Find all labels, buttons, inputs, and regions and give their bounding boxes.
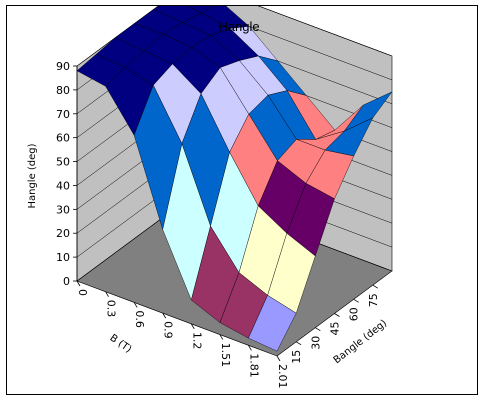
b-tick-label: 2.01 (276, 364, 289, 389)
b-tick-label: 0.3 (105, 300, 118, 318)
b-tick-label: 0 (76, 289, 89, 296)
z-tick-label: 40 (56, 179, 70, 192)
bangle-tick-label: 60 (348, 307, 361, 321)
bangle-tick-mark (353, 298, 359, 303)
chart-frame: 0 10 20 30 40 50 60 70 80 90 0 0.3 0.6 0.9 1.2 1.51 1.81… (6, 5, 478, 395)
axes: 0 10 20 30 40 50 60 70 80 90 0 0.3 0.6 0.9 1.2 1.51 1.81… (56, 60, 380, 389)
bangle-tick-label: 45 (329, 322, 342, 336)
surface-chart: 0 10 20 30 40 50 60 70 80 90 0 0.3 0.6 0.9 1.2 1.51 1.81… (27, 6, 393, 389)
b-tick-label: 1.2 (190, 332, 203, 350)
b-tick-mark (219, 334, 224, 340)
z-tick-label: 60 (56, 132, 70, 145)
bangle-tick-label: 75 (367, 293, 380, 307)
bangle-tick-mark (372, 284, 379, 289)
surface-mesh (76, 6, 393, 352)
z-tick-label: 50 (56, 156, 70, 169)
b-tick-mark (133, 302, 138, 308)
b-tick-mark (162, 312, 167, 319)
bangle-tick-mark (334, 313, 340, 317)
surface-patch (248, 295, 297, 352)
b-tick-mark (190, 323, 195, 330)
z-tick-label: 30 (56, 203, 70, 216)
b-tick-mark (248, 345, 252, 351)
b-tick-label: 0.6 (133, 310, 146, 328)
b-tick-label: 0.9 (162, 321, 175, 339)
chart-title: Hangle (218, 19, 259, 34)
z-tick-label: 10 (56, 251, 70, 264)
b-tick-mark (105, 291, 109, 297)
bangle-tick-label: 30 (309, 336, 322, 350)
z-tick-label: 80 (56, 84, 70, 97)
b-tick-label: 1.81 (247, 353, 260, 378)
bangle-tick-mark (315, 327, 321, 332)
bangle-tick-mark (295, 341, 302, 346)
b-tick-label: 1.51 (219, 343, 232, 368)
b-tick-mark (276, 355, 281, 362)
z-tick-label: 20 (56, 227, 70, 240)
b-tick-mark (76, 280, 81, 287)
z-axis-label: Hangle (deg) (27, 143, 38, 208)
z-tick-label: 70 (56, 108, 70, 121)
bangle-tick-label: 15 (290, 350, 303, 364)
x-axis-label: B (T) (107, 333, 133, 356)
z-tick-label: 0 (63, 275, 70, 288)
z-tick-label: 90 (56, 60, 70, 73)
